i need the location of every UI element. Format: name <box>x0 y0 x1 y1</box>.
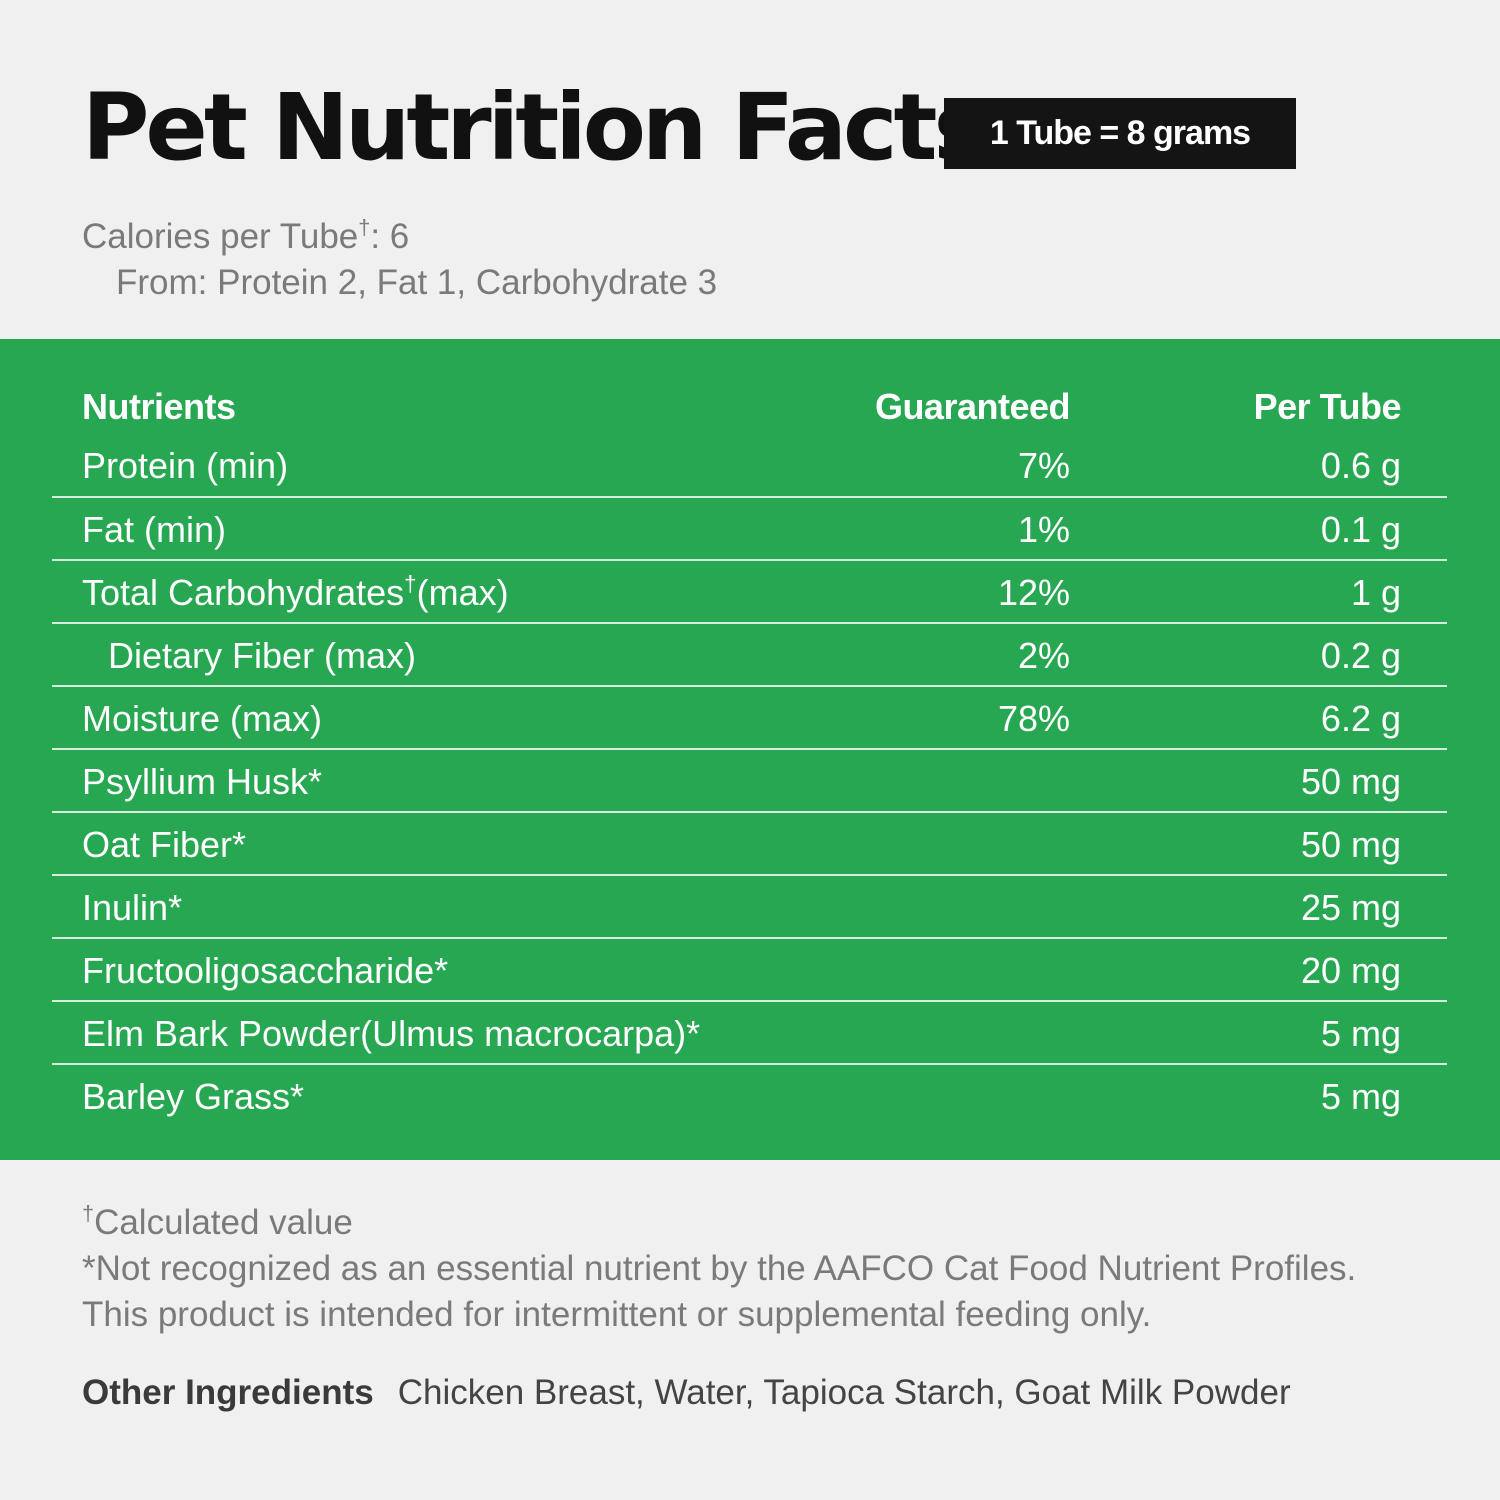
guaranteed-value: 12% <box>997 572 1070 613</box>
table-row: Elm Bark Powder(Ulmus macrocarpa)* 5 mg <box>52 1000 1447 1063</box>
guaranteed-value: 78% <box>997 698 1070 739</box>
nutrient-name: Fructooligosaccharide* <box>82 950 449 991</box>
nutrient-name: Psyllium Husk* <box>82 761 323 802</box>
nutrient-name: Dietary Fiber (max) <box>108 635 417 676</box>
nutrient-name: Total Carbohydrates†(max) <box>82 572 509 614</box>
table-row: Total Carbohydrates†(max) 12% 1 g <box>52 559 1447 622</box>
calories-line: Calories per Tube†: 6 <box>82 214 717 260</box>
calories-value: : 6 <box>370 217 410 256</box>
page-title: Pet Nutrition Facts <box>82 74 988 181</box>
table-header-row: Nutrients Guaranteed Per Tube <box>52 375 1447 434</box>
per-tube-value: 0.6 g <box>1320 445 1401 486</box>
table-row: Moisture (max) 78% 6.2 g <box>52 685 1447 748</box>
nutrient-name: Fat (min) <box>82 509 226 550</box>
nutrition-table: Nutrients Guaranteed Per Tube Protein (m… <box>52 375 1447 1126</box>
footnote-calculated: †Calculated value <box>82 1200 1356 1246</box>
guaranteed-value: 7% <box>1017 445 1070 486</box>
footnote-calculated-text: Calculated value <box>94 1203 353 1242</box>
nutrient-name: Moisture (max) <box>82 698 323 739</box>
nutrition-panel: Nutrients Guaranteed Per Tube Protein (m… <box>0 339 1500 1160</box>
table-row: Inulin* 25 mg <box>52 874 1447 937</box>
calories-label: Calories per Tube <box>82 217 359 256</box>
dagger-mark: † <box>358 214 371 240</box>
per-tube-value: 1 g <box>1350 572 1401 613</box>
table-row: Fat (min) 1% 0.1 g <box>52 496 1447 559</box>
other-ingredients-label: Other Ingredients <box>82 1373 374 1412</box>
nutrient-name-suffix: (max) <box>416 572 509 613</box>
nutrient-name: Barley Grass* <box>82 1076 305 1117</box>
nutrient-name: Protein (min) <box>82 445 289 486</box>
per-tube-value: 25 mg <box>1300 887 1401 928</box>
nutrient-name: Inulin* <box>82 887 183 928</box>
per-tube-value: 5 mg <box>1320 1076 1401 1117</box>
header-guaranteed: Guaranteed <box>874 386 1071 427</box>
footnote-intermittent: This product is intended for intermitten… <box>82 1295 1152 1334</box>
other-ingredients-list: Chicken Breast, Water, Tapioca Starch, G… <box>397 1373 1291 1412</box>
table-row: Protein (min) 7% 0.6 g <box>52 434 1447 496</box>
footnote-not-recognized: *Not recognized as an essential nutrient… <box>82 1249 1357 1288</box>
table-row: Psyllium Husk* 50 mg <box>52 748 1447 811</box>
dagger-mark: † <box>404 571 417 597</box>
dagger-mark: † <box>82 1200 95 1226</box>
per-tube-value: 5 mg <box>1320 1013 1401 1054</box>
calories-info: Calories per Tube†: 6 From: Protein 2, F… <box>82 214 717 306</box>
nutrient-name: Oat Fiber* <box>82 824 247 865</box>
header: Pet Nutrition Facts 1 Tube = 8 grams <box>82 80 1422 190</box>
nutrient-name: Elm Bark Powder(Ulmus macrocarpa)* <box>82 1013 701 1054</box>
per-tube-value: 50 mg <box>1300 761 1401 802</box>
table-row: Oat Fiber* 50 mg <box>52 811 1447 874</box>
header-nutrients: Nutrients <box>82 386 236 427</box>
per-tube-value: 20 mg <box>1300 950 1401 991</box>
per-tube-value: 0.2 g <box>1320 635 1401 676</box>
per-tube-value: 6.2 g <box>1320 698 1401 739</box>
guaranteed-value: 1% <box>1017 509 1070 550</box>
serving-size-badge: 1 Tube = 8 grams <box>944 98 1296 169</box>
guaranteed-value: 2% <box>1017 635 1070 676</box>
header-per-tube: Per Tube <box>1253 386 1402 427</box>
table-row: Dietary Fiber (max) 2% 0.2 g <box>52 622 1447 685</box>
table-row: Fructooligosaccharide* 20 mg <box>52 937 1447 1000</box>
table-row: Barley Grass* 5 mg <box>52 1063 1447 1126</box>
footnotes: †Calculated value *Not recognized as an … <box>82 1200 1356 1338</box>
per-tube-value: 50 mg <box>1300 824 1401 865</box>
other-ingredients: Other Ingredients Chicken Breast, Water, … <box>82 1373 1291 1413</box>
nutrient-name-text: Total Carbohydrates <box>82 572 405 613</box>
per-tube-value: 0.1 g <box>1320 509 1401 550</box>
calories-breakdown: From: Protein 2, Fat 1, Carbohydrate 3 <box>116 263 718 302</box>
